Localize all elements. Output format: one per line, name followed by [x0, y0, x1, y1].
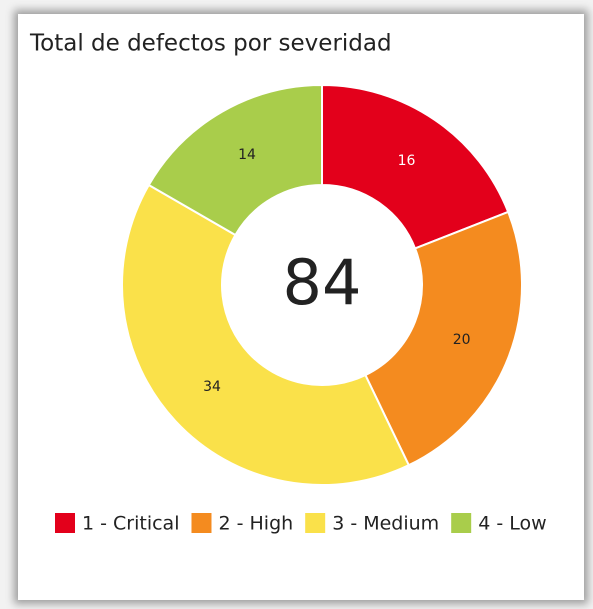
legend-swatch — [451, 513, 472, 533]
legend-swatch — [55, 513, 75, 533]
data-label: 20 — [453, 332, 471, 348]
chart-title: Total de defectos por severidad — [29, 31, 392, 57]
legend-label: 2 - High — [218, 513, 293, 535]
slice — [147, 83, 323, 237]
legend-swatch — [191, 513, 212, 533]
slice — [121, 183, 411, 486]
legend-label: 1 - Critical — [82, 513, 179, 535]
slice — [364, 210, 523, 467]
center-total: 84 — [283, 246, 362, 319]
data-label: 34 — [203, 379, 221, 395]
legend-label: 3 - Medium — [332, 513, 439, 535]
slice — [321, 83, 510, 250]
legend-label: 4 - Low — [478, 513, 546, 535]
data-label: 16 — [398, 153, 416, 169]
data-label: 14 — [238, 147, 256, 163]
legend-swatch — [305, 513, 326, 533]
